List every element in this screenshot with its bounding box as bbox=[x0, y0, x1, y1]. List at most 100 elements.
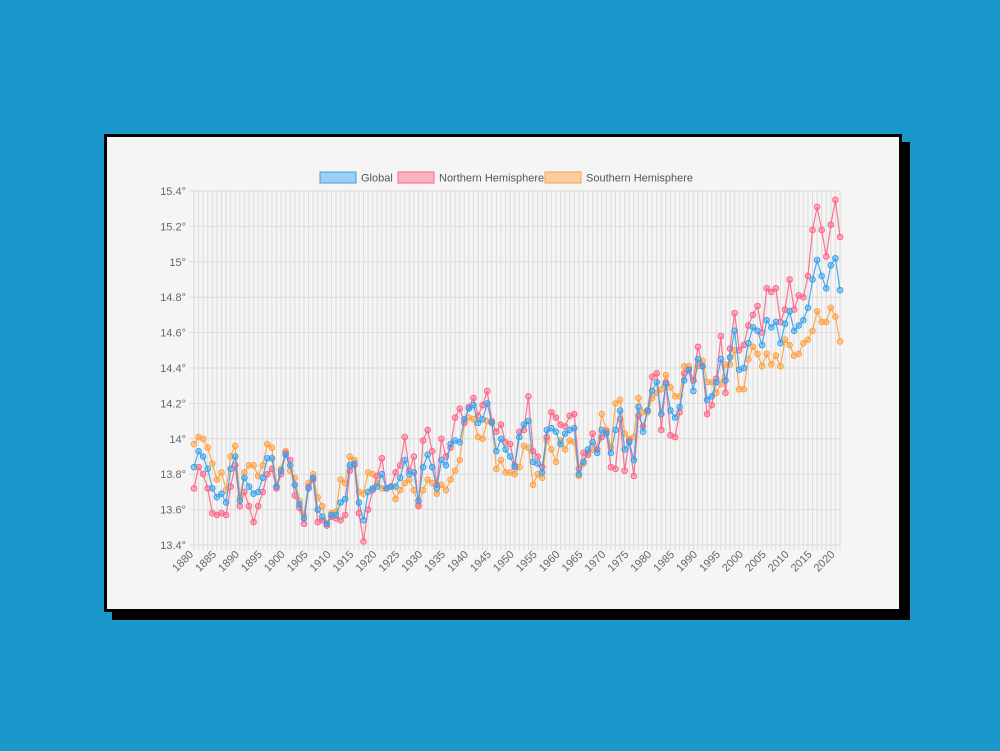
data-point[interactable] bbox=[479, 416, 486, 423]
data-point[interactable] bbox=[447, 440, 454, 448]
data-point[interactable] bbox=[245, 502, 253, 510]
data-point[interactable] bbox=[438, 456, 445, 464]
data-point[interactable] bbox=[758, 362, 766, 370]
data-point[interactable] bbox=[433, 490, 441, 497]
data-point[interactable] bbox=[199, 435, 207, 443]
data-point[interactable] bbox=[735, 385, 743, 393]
data-point[interactable] bbox=[749, 311, 757, 319]
data-point[interactable] bbox=[456, 405, 464, 413]
data-point[interactable] bbox=[438, 435, 445, 443]
data-point[interactable] bbox=[708, 378, 716, 386]
data-point[interactable] bbox=[332, 511, 340, 519]
legend[interactable]: Global Northern Hemisphere Southern Hemisp… bbox=[319, 171, 693, 185]
data-point[interactable] bbox=[520, 421, 528, 428]
data-point[interactable] bbox=[493, 428, 500, 436]
data-point[interactable] bbox=[392, 469, 399, 476]
data-point[interactable] bbox=[676, 403, 683, 411]
data-point[interactable] bbox=[836, 233, 844, 241]
data-point[interactable] bbox=[470, 416, 477, 423]
data-point[interactable] bbox=[621, 446, 628, 453]
data-point[interactable] bbox=[264, 440, 271, 448]
data-point[interactable] bbox=[231, 453, 239, 460]
data-point[interactable] bbox=[754, 302, 761, 310]
data-point[interactable] bbox=[777, 362, 784, 370]
data-point[interactable] bbox=[822, 285, 830, 292]
data-point[interactable] bbox=[726, 354, 734, 361]
data-point[interactable] bbox=[497, 435, 505, 443]
data-point[interactable] bbox=[259, 488, 267, 496]
data-point[interactable] bbox=[456, 439, 464, 446]
data-point[interactable] bbox=[671, 393, 679, 400]
data-point[interactable] bbox=[387, 483, 395, 490]
data-point[interactable] bbox=[612, 465, 619, 473]
data-point[interactable] bbox=[277, 467, 285, 474]
data-point[interactable] bbox=[548, 446, 555, 453]
data-point[interactable] bbox=[552, 414, 560, 421]
data-point[interactable] bbox=[250, 462, 257, 469]
data-point[interactable] bbox=[396, 486, 404, 494]
data-point[interactable] bbox=[318, 502, 326, 510]
data-point[interactable] bbox=[804, 272, 812, 280]
data-point[interactable] bbox=[190, 463, 198, 471]
data-point[interactable] bbox=[832, 196, 839, 204]
data-point[interactable] bbox=[360, 538, 367, 545]
data-point[interactable] bbox=[786, 308, 793, 315]
data-point[interactable] bbox=[717, 355, 725, 363]
data-point[interactable] bbox=[250, 518, 257, 526]
data-point[interactable] bbox=[300, 515, 308, 522]
data-point[interactable] bbox=[282, 451, 289, 459]
data-point[interactable] bbox=[254, 488, 262, 496]
data-point[interactable] bbox=[836, 286, 844, 294]
data-point[interactable] bbox=[410, 469, 418, 476]
data-point[interactable] bbox=[428, 463, 436, 471]
data-point[interactable] bbox=[763, 316, 770, 324]
data-point[interactable] bbox=[428, 447, 436, 455]
data-point[interactable] bbox=[552, 428, 560, 436]
data-point[interactable] bbox=[268, 444, 276, 451]
data-point[interactable] bbox=[506, 453, 514, 460]
data-point[interactable] bbox=[465, 405, 473, 413]
data-point[interactable] bbox=[497, 421, 505, 428]
data-point[interactable] bbox=[337, 499, 344, 506]
data-point[interactable] bbox=[195, 463, 202, 471]
data-point[interactable] bbox=[630, 472, 638, 480]
data-point[interactable] bbox=[470, 394, 477, 402]
data-point[interactable] bbox=[341, 511, 349, 519]
data-point[interactable] bbox=[767, 361, 775, 368]
data-point[interactable] bbox=[658, 410, 665, 418]
data-point[interactable] bbox=[483, 387, 491, 395]
data-point[interactable] bbox=[328, 511, 335, 519]
data-point[interactable] bbox=[337, 516, 344, 524]
data-point[interactable] bbox=[662, 380, 670, 388]
data-point[interactable] bbox=[497, 456, 505, 464]
data-point[interactable] bbox=[722, 377, 729, 384]
data-point[interactable] bbox=[392, 495, 399, 503]
data-point[interactable] bbox=[236, 502, 244, 510]
data-point[interactable] bbox=[314, 506, 322, 513]
data-point[interactable] bbox=[763, 350, 770, 358]
data-point[interactable] bbox=[396, 474, 404, 482]
data-point[interactable] bbox=[580, 458, 587, 466]
data-point[interactable] bbox=[593, 449, 601, 457]
data-point[interactable] bbox=[254, 502, 262, 510]
data-point[interactable] bbox=[809, 327, 816, 335]
data-point[interactable] bbox=[479, 435, 486, 443]
data-point[interactable] bbox=[731, 309, 738, 317]
data-point[interactable] bbox=[749, 343, 757, 351]
data-point[interactable] bbox=[483, 400, 491, 407]
data-point[interactable] bbox=[273, 483, 280, 490]
data-point[interactable] bbox=[227, 465, 234, 473]
data-point[interactable] bbox=[644, 407, 651, 414]
data-point[interactable] bbox=[236, 497, 244, 505]
data-point[interactable] bbox=[209, 460, 216, 467]
data-point[interactable] bbox=[772, 352, 780, 359]
data-point[interactable] bbox=[373, 483, 381, 490]
data-point[interactable] bbox=[616, 407, 624, 414]
data-point[interactable] bbox=[433, 485, 441, 492]
data-point[interactable] bbox=[818, 318, 825, 326]
data-point[interactable] bbox=[561, 423, 569, 430]
data-point[interactable] bbox=[506, 440, 514, 448]
data-point[interactable] bbox=[607, 449, 615, 457]
data-point[interactable] bbox=[786, 341, 793, 349]
data-point[interactable] bbox=[790, 327, 798, 335]
